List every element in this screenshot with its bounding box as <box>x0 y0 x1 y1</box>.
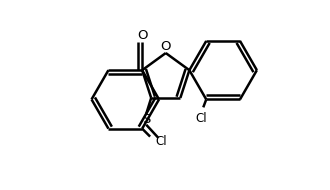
Text: Cl: Cl <box>195 112 207 125</box>
Text: S: S <box>142 113 150 126</box>
Text: O: O <box>137 29 148 42</box>
Text: O: O <box>160 40 171 53</box>
Text: Cl: Cl <box>155 135 167 148</box>
